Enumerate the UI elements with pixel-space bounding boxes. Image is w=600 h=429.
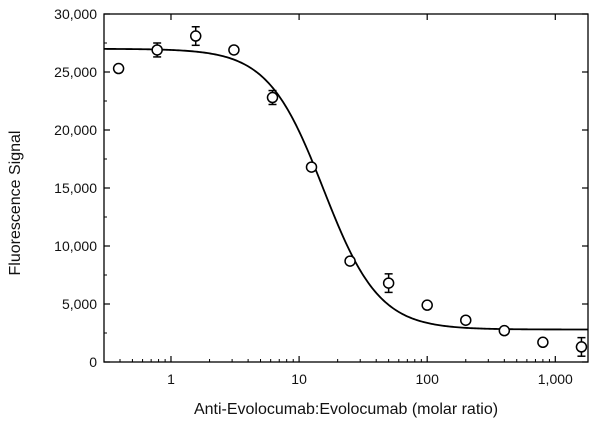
y-tick-label: 15,000 — [54, 180, 97, 196]
x-axis-title: Anti-Evolocumab:Evolocumab (molar ratio) — [194, 401, 498, 418]
y-tick-label: 25,000 — [54, 64, 97, 80]
data-point — [575, 341, 588, 353]
data-point — [151, 44, 163, 56]
data-point — [344, 255, 356, 267]
data-point — [460, 314, 472, 326]
x-tick-label: 100 — [416, 371, 440, 387]
x-tick-label: 1 — [167, 371, 175, 387]
data-points — [112, 26, 588, 357]
data-point — [498, 324, 511, 337]
axes — [103, 13, 589, 363]
y-tick-label: 5,000 — [62, 296, 97, 312]
data-point — [305, 161, 318, 173]
data-point — [537, 336, 549, 349]
fit-curve — [104, 48, 588, 331]
y-tick-label: 0 — [89, 354, 97, 370]
y-tick-label: 20,000 — [54, 122, 97, 138]
ticks: 0 5,000 10,000 15,000 20,000 25,000 30,000 1 10 1… — [54, 6, 588, 387]
data-point — [189, 30, 202, 42]
fit-curve-group — [104, 48, 588, 331]
data-point — [266, 91, 279, 104]
x-tick-label: 10 — [291, 371, 307, 387]
y-axis-title: Fluorescence Signal — [7, 131, 24, 276]
y-tick-label: 10,000 — [54, 238, 97, 254]
data-point — [421, 299, 433, 311]
x-tick-label: 1,000 — [538, 371, 573, 387]
data-point — [112, 62, 125, 75]
data-point — [382, 277, 395, 289]
y-tick-label: 30,000 — [54, 6, 97, 22]
plot-frame — [103, 13, 589, 363]
data-point — [228, 44, 240, 56]
